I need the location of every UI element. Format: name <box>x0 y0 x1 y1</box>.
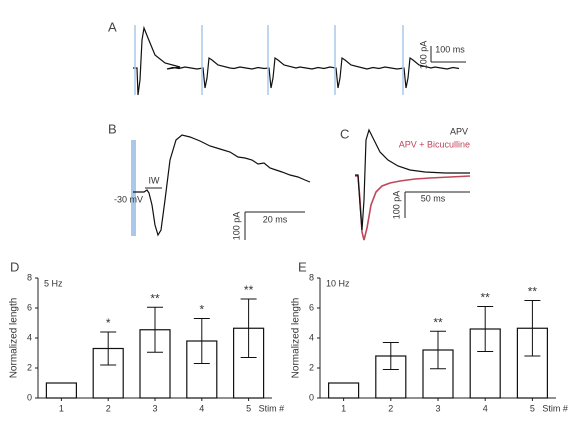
marker-label: IW <box>149 175 161 185</box>
y-tick-label: 8 <box>309 272 314 282</box>
x-axis-label: Stim # <box>259 403 285 413</box>
trace <box>355 175 471 241</box>
panel-label: E <box>298 259 307 274</box>
y-tick-label: 2 <box>27 362 32 372</box>
scale-label: 100 pA <box>231 212 241 241</box>
error-bar <box>240 298 257 358</box>
significance-label: ** <box>150 291 160 305</box>
x-tick-label: 2 <box>106 403 111 413</box>
x-tick-label: 5 <box>530 403 535 413</box>
y-axis-label: Normalized length <box>291 298 302 379</box>
x-tick-label: 2 <box>388 403 393 413</box>
significance-label: * <box>199 303 204 317</box>
y-axis-label: Normalized length <box>9 298 20 379</box>
significance-label: ** <box>481 291 491 305</box>
significance-label: ** <box>433 315 443 329</box>
bar <box>45 382 78 399</box>
voltage-label: -30 mV <box>114 194 143 204</box>
y-tick-label: 6 <box>27 302 32 312</box>
x-tick-label: 1 <box>59 403 64 413</box>
y-tick-label: 4 <box>27 332 32 342</box>
scale-label: 50 ms <box>421 193 446 203</box>
legend-label: APV + Bicuculline <box>399 139 470 149</box>
x-tick-label: 3 <box>152 403 157 413</box>
y-tick-label: 0 <box>309 392 314 402</box>
x-axis-label: Stim # <box>542 403 568 413</box>
scale-label: 100 pA <box>418 41 428 70</box>
bar <box>328 382 360 399</box>
panel-label: A <box>108 19 117 34</box>
x-tick-label: 1 <box>341 403 346 413</box>
y-tick-label: 2 <box>309 362 314 372</box>
y-tick-label: 8 <box>27 272 32 282</box>
x-tick-label: 5 <box>246 403 251 413</box>
chart-title: 10 Hz <box>326 278 350 288</box>
error-bar <box>193 318 210 364</box>
scale-label: 20 ms <box>263 214 288 224</box>
scale-label: 100 ms <box>435 44 465 54</box>
x-tick-label: 4 <box>199 403 204 413</box>
trace <box>133 25 460 96</box>
panel-label: B <box>108 121 117 136</box>
x-tick-label: 3 <box>435 403 440 413</box>
trace <box>133 134 311 237</box>
trace <box>355 128 470 231</box>
chart-title: 5 Hz <box>44 278 63 288</box>
significance-label: ** <box>528 285 538 299</box>
x-tick-label: 4 <box>483 403 488 413</box>
stimulus <box>131 140 136 236</box>
panel-label: C <box>340 126 349 141</box>
legend-label: APV <box>450 126 468 136</box>
scale-label: 100 pA <box>391 191 401 220</box>
panel-label: D <box>10 259 19 274</box>
significance-label: ** <box>244 283 254 297</box>
y-tick-label: 6 <box>309 302 314 312</box>
significance-label: * <box>106 316 111 330</box>
error-bar <box>147 306 163 353</box>
y-tick-label: 0 <box>27 392 32 402</box>
error-bar <box>382 342 399 370</box>
error-bar <box>100 331 117 366</box>
y-tick-label: 4 <box>309 332 314 342</box>
error-bar <box>477 306 494 352</box>
error-bar <box>524 300 541 357</box>
error-bar <box>430 330 446 370</box>
